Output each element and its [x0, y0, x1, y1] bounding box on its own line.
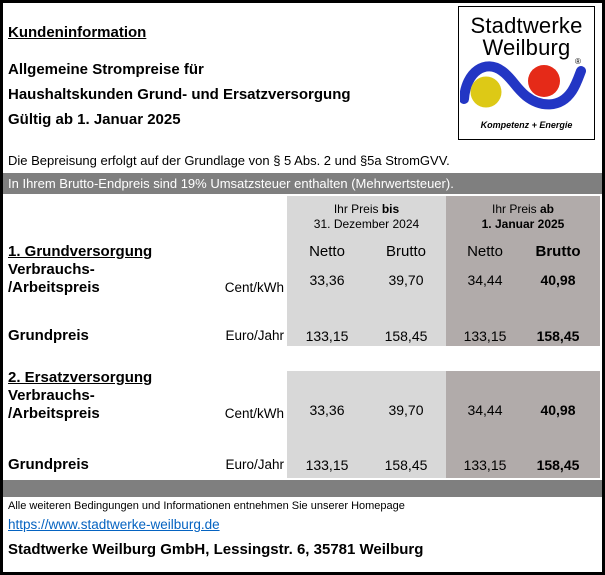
pricing-basis-notice: Die Bepreisung erfolgt auf der Grundlage… — [8, 153, 450, 168]
section1-row2-value-netto-new: 133,15 — [463, 328, 507, 344]
document-heading: Kundeninformation — [8, 24, 147, 41]
col-group-new-suffix: ab — [540, 202, 555, 216]
col-group-old-prefix: Ihr Preis — [333, 202, 382, 216]
col-header-brutto-old: Brutto — [385, 243, 427, 260]
registered-trademark-icon: ® — [575, 57, 581, 66]
section1-row2-value-brutto-new: 158,45 — [536, 328, 580, 344]
section2-row2-value-netto-old: 133,15 — [305, 457, 349, 473]
section2-heading: 2. Ersatzversorgung — [8, 369, 153, 386]
col-group-old-label: Ihr Preis bis — [287, 202, 446, 217]
section2-row1-value-netto-old: 33,36 — [309, 402, 345, 418]
section1-row2-label: Grundpreis — [8, 327, 89, 344]
section2-row1-label-line1: Verbrauchs- — [8, 387, 95, 404]
title-line-2: Haushaltskunden Grund- und Ersatzversorg… — [8, 86, 351, 103]
section1-row2-value-brutto-old: 158,45 — [384, 328, 428, 344]
section2-row1-value-brutto-old: 39,70 — [388, 402, 424, 418]
price-column-new-section1-bg — [446, 196, 600, 346]
price-column-old-section1-bg — [287, 196, 446, 346]
section2-row1-unit: Cent/kWh — [224, 406, 284, 421]
col-group-old-suffix: bis — [381, 202, 400, 216]
section1-row1-label-line1: Verbrauchs- — [8, 261, 95, 278]
price-column-old-section2-bg — [287, 371, 446, 478]
section2-row2-value-brutto-new: 158,45 — [536, 457, 580, 473]
section2-row1-label-line2: /Arbeitspreis — [8, 405, 100, 422]
section1-row1-unit: Cent/kWh — [224, 280, 284, 295]
energy-wave-icon — [460, 61, 586, 110]
col-header-brutto-new: Brutto — [535, 243, 581, 260]
logo-brand-line1: Stadtwerke — [470, 13, 583, 38]
footer-note: Alle weiteren Bedingungen und Informatio… — [8, 500, 405, 512]
vat-banner: In Ihrem Brutto-Endpreis sind 19% Umsatz… — [3, 173, 602, 194]
section1-row2-unit: Euro/Jahr — [225, 328, 284, 343]
col-header-netto-new: Netto — [467, 243, 503, 260]
company-address: Stadtwerke Weilburg GmbH, Lessingstr. 6,… — [8, 541, 424, 558]
footer-divider-bar — [3, 480, 602, 497]
section2-row1-value-brutto-new: 40,98 — [540, 402, 576, 418]
section1-row1-value-brutto-old: 39,70 — [388, 272, 424, 288]
section1-row1-value-netto-new: 34,44 — [467, 272, 503, 288]
section1-heading: 1. Grundversorgung — [8, 243, 153, 260]
logo-brand-line2: Weilburg — [482, 35, 571, 60]
section1-row1-label-line2: /Arbeitspreis — [8, 279, 100, 296]
section2-row2-value-netto-new: 133,15 — [463, 457, 507, 473]
vat-banner-text: In Ihrem Brutto-Endpreis sind 19% Umsatz… — [8, 176, 454, 191]
section1-row2-value-netto-old: 133,15 — [305, 328, 349, 344]
price-column-new-section2-bg — [446, 371, 600, 478]
col-header-netto-old: Netto — [309, 243, 345, 260]
section2-row2-value-brutto-old: 158,45 — [384, 457, 428, 473]
company-logo: Stadtwerke Weilburg ® Kompetenz + Energi… — [458, 6, 595, 140]
section1-row1-value-netto-old: 33,36 — [309, 272, 345, 288]
col-group-new-label: Ihr Preis ab — [446, 202, 600, 217]
section2-row2-unit: Euro/Jahr — [225, 457, 284, 472]
homepage-link[interactable]: https://www.stadtwerke-weilburg.de — [8, 517, 220, 532]
section2-row1-value-netto-new: 34,44 — [467, 402, 503, 418]
title-line-1: Allgemeine Strompreise für — [8, 61, 204, 78]
col-group-old-date: 31. Dezember 2024 — [313, 217, 420, 231]
col-group-new-date: 1. Januar 2025 — [481, 217, 565, 231]
col-group-new-prefix: Ihr Preis — [491, 202, 540, 216]
section1-row1-value-brutto-new: 40,98 — [540, 272, 576, 288]
section2-row2-label: Grundpreis — [8, 456, 89, 473]
title-line-3: Gültig ab 1. Januar 2025 — [8, 111, 181, 128]
logo-tagline: Kompetenz + Energie — [480, 120, 573, 130]
